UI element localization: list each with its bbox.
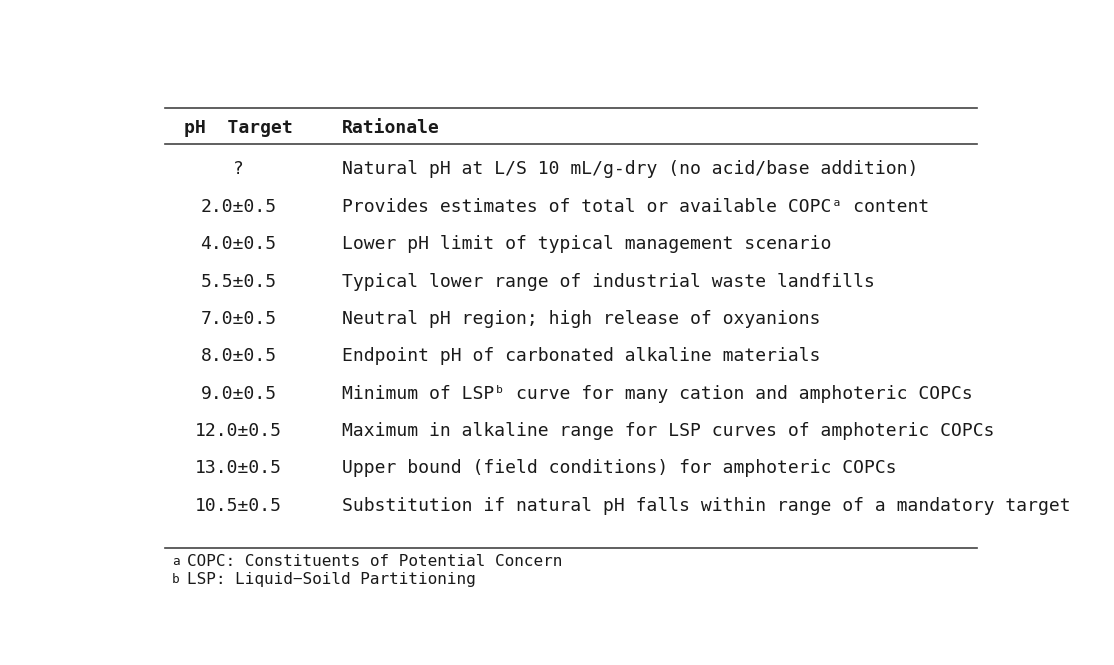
Text: Endpoint pH of carbonated alkaline materials: Endpoint pH of carbonated alkaline mater… bbox=[342, 347, 821, 365]
Text: 10.5±0.5: 10.5±0.5 bbox=[195, 497, 282, 515]
Text: 8.0±0.5: 8.0±0.5 bbox=[201, 347, 276, 365]
Text: Upper bound (field conditions) for amphoteric COPCs: Upper bound (field conditions) for ampho… bbox=[342, 460, 897, 477]
Text: pH  Target: pH Target bbox=[184, 120, 293, 138]
Text: Natural pH at L/S 10 mL/g-dry (no acid/base addition): Natural pH at L/S 10 mL/g-dry (no acid/b… bbox=[342, 160, 919, 178]
Text: Minimum of LSPᵇ curve for many cation and amphoteric COPCs: Minimum of LSPᵇ curve for many cation an… bbox=[342, 384, 973, 403]
Text: 5.5±0.5: 5.5±0.5 bbox=[201, 273, 276, 291]
Text: a: a bbox=[172, 555, 179, 568]
Text: Maximum in alkaline range for LSP curves of amphoteric COPCs: Maximum in alkaline range for LSP curves… bbox=[342, 422, 995, 440]
Text: Lower pH limit of typical management scenario: Lower pH limit of typical management sce… bbox=[342, 235, 831, 253]
Text: 2.0±0.5: 2.0±0.5 bbox=[201, 198, 276, 215]
Text: COPC: Constituents of Potential Concern: COPC: Constituents of Potential Concern bbox=[187, 554, 563, 569]
Text: 4.0±0.5: 4.0±0.5 bbox=[201, 235, 276, 253]
Text: 9.0±0.5: 9.0±0.5 bbox=[201, 384, 276, 403]
Text: LSP: Liquid−Soild Partitioning: LSP: Liquid−Soild Partitioning bbox=[187, 571, 476, 587]
Text: Substitution if natural pH falls within range of a mandatory target: Substitution if natural pH falls within … bbox=[342, 497, 1071, 515]
Text: Typical lower range of industrial waste landfills: Typical lower range of industrial waste … bbox=[342, 273, 874, 291]
Text: 7.0±0.5: 7.0±0.5 bbox=[201, 310, 276, 328]
Text: 13.0±0.5: 13.0±0.5 bbox=[195, 460, 282, 477]
Text: b: b bbox=[172, 573, 179, 586]
Text: Neutral pH region; high release of oxyanions: Neutral pH region; high release of oxyan… bbox=[342, 310, 821, 328]
Text: Provides estimates of total or available COPCᵃ content: Provides estimates of total or available… bbox=[342, 198, 929, 215]
Text: 12.0±0.5: 12.0±0.5 bbox=[195, 422, 282, 440]
Text: ?: ? bbox=[233, 160, 244, 178]
Text: Rationale: Rationale bbox=[342, 120, 440, 138]
